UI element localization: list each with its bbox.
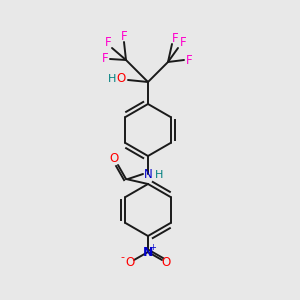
- Text: O: O: [110, 152, 118, 166]
- Text: F: F: [121, 29, 127, 43]
- Text: F: F: [172, 32, 178, 44]
- Text: O: O: [161, 256, 171, 268]
- Text: N: N: [144, 167, 152, 181]
- Text: F: F: [186, 53, 192, 67]
- Text: O: O: [116, 73, 126, 85]
- Text: O: O: [125, 256, 135, 268]
- Text: +: +: [150, 244, 156, 253]
- Text: H: H: [155, 170, 163, 180]
- Text: H: H: [108, 74, 116, 84]
- Text: F: F: [105, 37, 111, 50]
- Text: F: F: [102, 52, 108, 65]
- Text: F: F: [180, 37, 186, 50]
- Text: -: -: [120, 252, 124, 262]
- Text: N: N: [143, 247, 153, 260]
